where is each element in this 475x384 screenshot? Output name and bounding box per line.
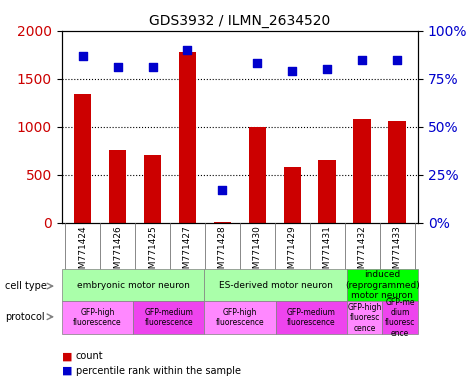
FancyBboxPatch shape xyxy=(204,301,276,334)
Text: ES-derived motor neuron: ES-derived motor neuron xyxy=(218,281,332,290)
Bar xyxy=(179,52,196,223)
Bar xyxy=(318,161,336,223)
Text: count: count xyxy=(76,351,104,361)
Text: GSM771427: GSM771427 xyxy=(183,225,192,280)
Text: GFP-high
fluorescence: GFP-high fluorescence xyxy=(216,308,264,328)
Point xyxy=(218,187,226,193)
Point xyxy=(358,56,366,63)
Text: ■: ■ xyxy=(62,351,72,361)
Text: GFP-me
dium
fluoresc
ence: GFP-me dium fluoresc ence xyxy=(385,298,415,338)
Text: GFP-high
fluorescence: GFP-high fluorescence xyxy=(73,308,122,328)
Point xyxy=(184,47,191,53)
Bar xyxy=(144,155,162,223)
FancyBboxPatch shape xyxy=(62,269,204,301)
Text: GFP-high
fluoresc
cence: GFP-high fluoresc cence xyxy=(347,303,382,333)
FancyBboxPatch shape xyxy=(382,301,418,334)
Text: GSM771426: GSM771426 xyxy=(113,225,122,280)
Text: cell type: cell type xyxy=(5,281,47,291)
FancyBboxPatch shape xyxy=(347,269,418,301)
Text: GSM771433: GSM771433 xyxy=(392,225,401,280)
Text: GFP-medium
fluorescence: GFP-medium fluorescence xyxy=(287,308,335,328)
Bar xyxy=(109,150,126,223)
Text: GSM771428: GSM771428 xyxy=(218,225,227,280)
FancyBboxPatch shape xyxy=(347,301,382,334)
Text: percentile rank within the sample: percentile rank within the sample xyxy=(76,366,241,376)
Text: GSM771429: GSM771429 xyxy=(288,225,297,280)
Text: protocol: protocol xyxy=(5,312,44,322)
FancyBboxPatch shape xyxy=(62,301,133,334)
Point xyxy=(79,53,86,59)
Bar xyxy=(389,121,406,223)
Point xyxy=(114,64,122,70)
Point xyxy=(393,56,401,63)
Text: ■: ■ xyxy=(62,366,72,376)
Text: induced
(reprogrammed)
motor neuron: induced (reprogrammed) motor neuron xyxy=(345,270,420,300)
Title: GDS3932 / ILMN_2634520: GDS3932 / ILMN_2634520 xyxy=(149,14,331,28)
Bar xyxy=(248,127,266,223)
Point xyxy=(254,60,261,66)
Point xyxy=(288,68,296,74)
FancyBboxPatch shape xyxy=(133,301,204,334)
Bar xyxy=(214,222,231,223)
FancyBboxPatch shape xyxy=(204,269,347,301)
Text: GSM771430: GSM771430 xyxy=(253,225,262,280)
Bar xyxy=(353,119,371,223)
Text: GSM771424: GSM771424 xyxy=(78,225,87,280)
Text: GSM771431: GSM771431 xyxy=(323,225,332,280)
Text: GSM771425: GSM771425 xyxy=(148,225,157,280)
Bar xyxy=(284,167,301,223)
Point xyxy=(323,66,331,72)
Point xyxy=(149,64,156,70)
Text: GFP-medium
fluorescence: GFP-medium fluorescence xyxy=(144,308,193,328)
Bar xyxy=(74,94,91,223)
FancyBboxPatch shape xyxy=(276,301,347,334)
Text: GSM771432: GSM771432 xyxy=(358,225,367,280)
Text: embryonic motor neuron: embryonic motor neuron xyxy=(76,281,190,290)
